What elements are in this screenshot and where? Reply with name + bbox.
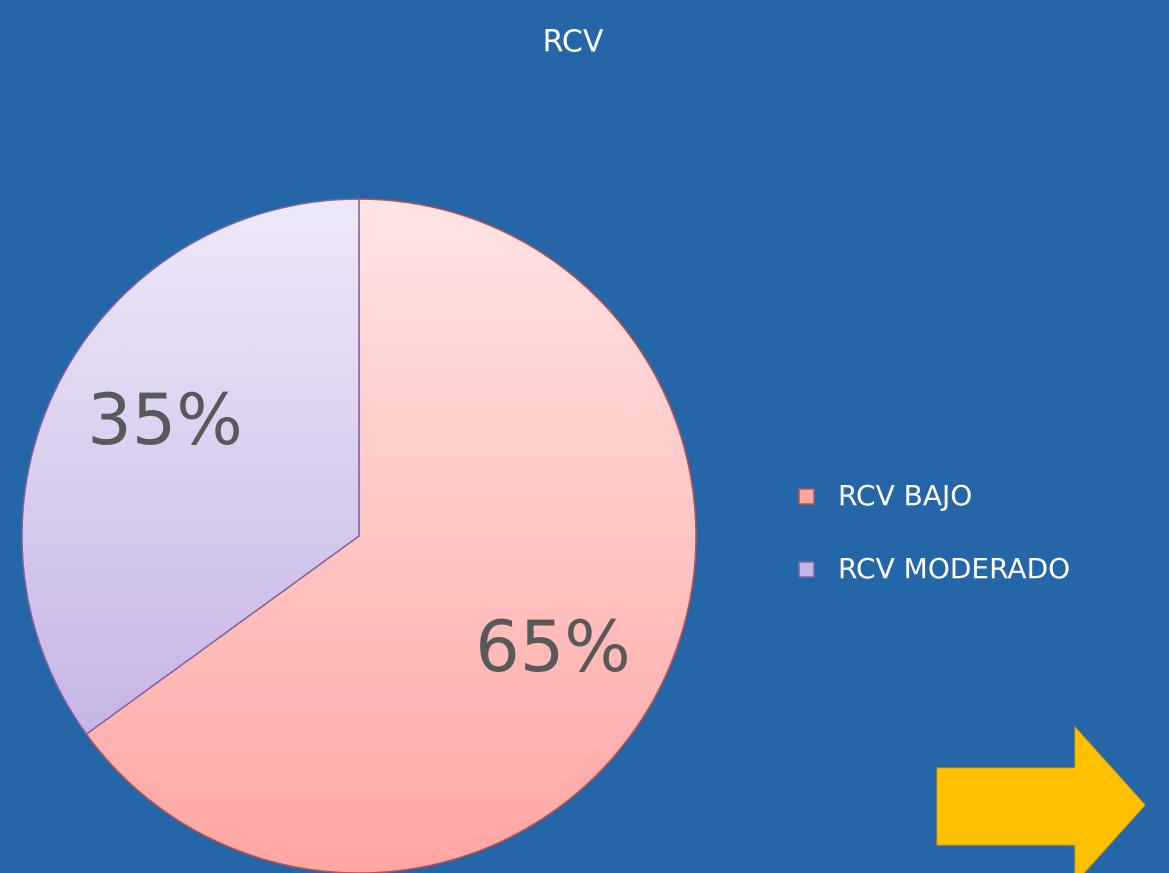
slice-sheen bbox=[85, 198, 697, 873]
slice-sheen bbox=[21, 198, 360, 736]
data-label: 35% bbox=[87, 379, 243, 461]
chart-title: RCV bbox=[543, 25, 604, 60]
legend-label: RCV MODERADO bbox=[838, 552, 1070, 585]
legend: RCV BAJO RCV MODERADO bbox=[798, 479, 1070, 585]
legend-swatch bbox=[798, 561, 815, 578]
legend-swatch bbox=[798, 488, 815, 505]
next-arrow[interactable] bbox=[936, 725, 1146, 873]
pie: 65% 35% bbox=[21, 198, 697, 873]
legend-label: RCV BAJO bbox=[838, 479, 972, 512]
data-label: 65% bbox=[475, 606, 631, 688]
